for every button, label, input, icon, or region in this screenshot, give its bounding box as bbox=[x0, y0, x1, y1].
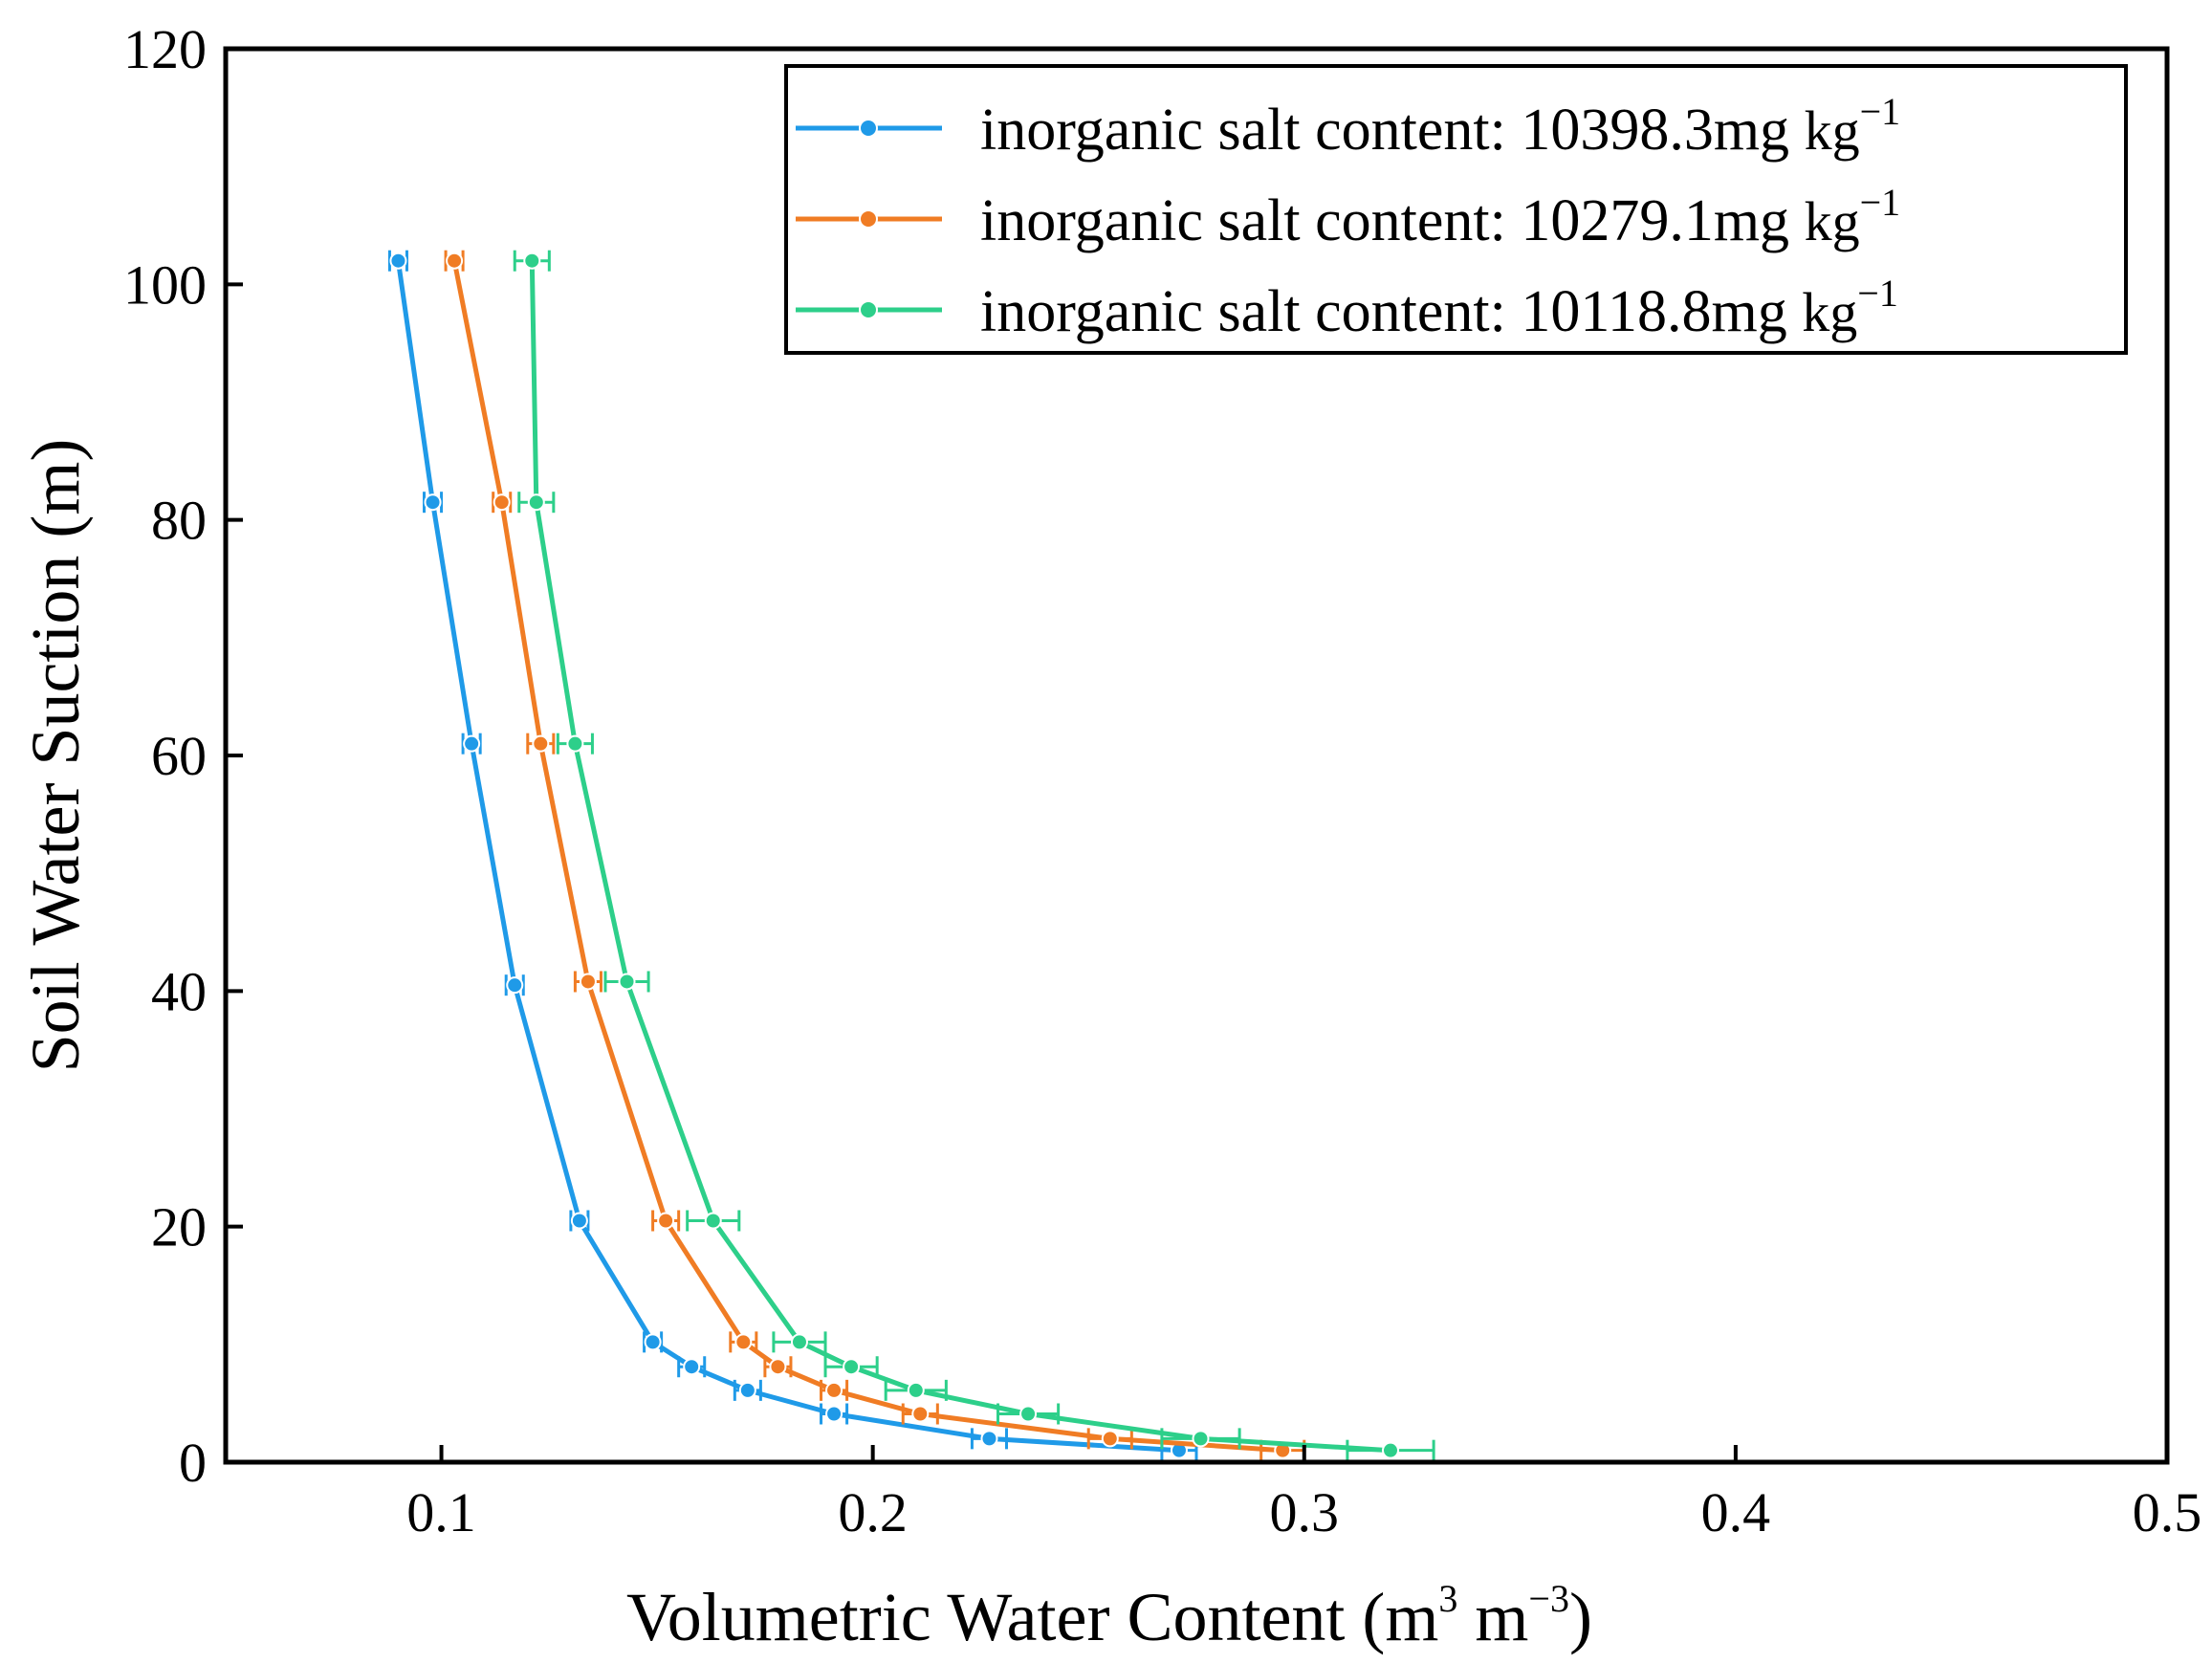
data-point bbox=[493, 493, 511, 512]
data-point bbox=[532, 734, 550, 753]
data-point bbox=[911, 1405, 930, 1423]
legend-items: inorganic salt content: 10398.3mg kg−1 in… bbox=[796, 90, 1900, 344]
x-tick-label: 0.4 bbox=[1701, 1481, 1771, 1543]
x-tick-label: 0.2 bbox=[838, 1481, 908, 1543]
data-point bbox=[683, 1358, 701, 1376]
data-point bbox=[704, 1212, 722, 1230]
data-point bbox=[825, 1405, 843, 1423]
series-layer bbox=[387, 250, 1435, 1461]
data-point bbox=[980, 1430, 998, 1448]
data-point bbox=[825, 1381, 843, 1399]
legend-item-2: inorganic salt content: 10279.1mg kg−1 bbox=[796, 181, 1900, 253]
data-point bbox=[907, 1381, 925, 1399]
series-line bbox=[529, 260, 1391, 1454]
legend-box bbox=[784, 64, 2128, 355]
data-point bbox=[527, 493, 545, 512]
data-point bbox=[618, 973, 636, 991]
data-point bbox=[566, 734, 584, 753]
x-tick-label: 0.1 bbox=[406, 1481, 476, 1543]
data-point bbox=[389, 252, 407, 270]
legend-item-3: inorganic salt content: 10118.8mg kg−1 bbox=[796, 272, 1898, 344]
series-3 bbox=[513, 250, 1435, 1461]
data-point bbox=[769, 1358, 787, 1376]
y-tick-label: 40 bbox=[151, 960, 207, 1022]
y-tick-label: 120 bbox=[123, 18, 207, 80]
series-line bbox=[395, 260, 1180, 1454]
data-point bbox=[657, 1212, 675, 1230]
data-point bbox=[1101, 1430, 1119, 1448]
data-point bbox=[506, 976, 524, 995]
data-point bbox=[463, 734, 481, 753]
x-axis-title: Volumetric Water Content (m3 m−3) bbox=[626, 1577, 1592, 1655]
legend-swatch-marker bbox=[859, 300, 878, 319]
data-point bbox=[738, 1381, 756, 1399]
y-axis-title: Soil Water Suction (m) bbox=[17, 439, 94, 1073]
data-point bbox=[1019, 1405, 1038, 1423]
ticks-layer: 0.1 0.2 0.3 0.4 0.5 0 20 40 60 80 100 120 bbox=[123, 18, 2201, 1543]
data-point bbox=[734, 1333, 753, 1351]
legend-label: inorganic salt content: 10398.3mg kg−1 bbox=[980, 90, 1900, 163]
legend-item-1: inorganic salt content: 10398.3mg kg−1 bbox=[796, 90, 1900, 163]
data-point bbox=[523, 252, 541, 270]
x-tick-label: 0.3 bbox=[1270, 1481, 1340, 1543]
series-1 bbox=[387, 250, 1198, 1461]
data-point bbox=[446, 252, 464, 270]
x-tick-label: 0.5 bbox=[2133, 1481, 2202, 1543]
series-2 bbox=[444, 250, 1306, 1461]
legend-label: inorganic salt content: 10279.1mg kg−1 bbox=[980, 181, 1900, 253]
data-point bbox=[1192, 1430, 1210, 1448]
y-tick-label: 0 bbox=[179, 1432, 207, 1494]
y-tick-label: 80 bbox=[151, 490, 207, 552]
legend-swatch-marker bbox=[859, 209, 878, 229]
legend: inorganic salt content: 10398.3mg kg−1 in… bbox=[784, 64, 2128, 355]
y-tick-label: 60 bbox=[151, 725, 207, 787]
legend-swatch-marker bbox=[859, 119, 878, 138]
data-point bbox=[424, 493, 442, 512]
data-point bbox=[790, 1333, 808, 1351]
series-line bbox=[451, 260, 1283, 1454]
y-tick-label: 20 bbox=[151, 1196, 207, 1258]
legend-label: inorganic salt content: 10118.8mg kg−1 bbox=[980, 272, 1898, 344]
data-point bbox=[843, 1358, 861, 1376]
data-point bbox=[570, 1212, 588, 1230]
data-point bbox=[644, 1333, 662, 1351]
y-tick-label: 100 bbox=[123, 253, 207, 316]
data-point bbox=[1382, 1441, 1399, 1459]
data-point bbox=[579, 973, 597, 991]
